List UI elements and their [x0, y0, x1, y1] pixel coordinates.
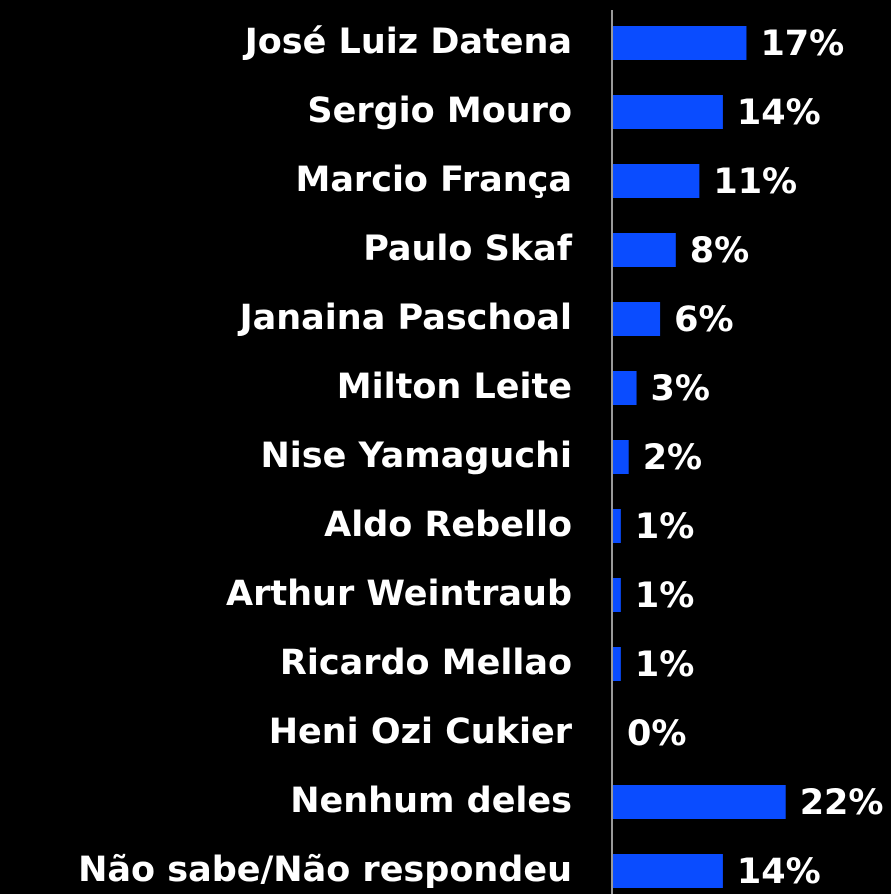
category-label: Marcio França [295, 160, 572, 200]
value-label: 2% [643, 438, 702, 478]
bar [613, 785, 786, 819]
category-label: Heni Ozi Cukier [269, 712, 573, 752]
value-label: 3% [651, 369, 710, 409]
category-label: Paulo Skaf [363, 229, 573, 269]
category-label: José Luiz Datena [243, 22, 572, 62]
bar [613, 578, 621, 612]
category-label: Arthur Weintraub [226, 574, 572, 614]
bar [613, 95, 723, 129]
value-label: 1% [635, 507, 694, 547]
value-label: 14% [737, 93, 821, 133]
value-label: 0% [627, 714, 686, 754]
bar [613, 509, 621, 543]
category-label: Nenhum deles [290, 781, 572, 821]
bar [613, 647, 621, 681]
bar [613, 26, 747, 60]
category-label: Não sabe/Não respondeu [78, 850, 572, 890]
category-label: Ricardo Mellao [280, 643, 572, 683]
bar [613, 854, 723, 888]
value-label: 1% [635, 645, 694, 685]
value-label: 11% [713, 162, 797, 202]
value-label: 14% [737, 852, 821, 892]
bar [613, 164, 700, 198]
bar [613, 302, 661, 336]
bar [613, 371, 637, 405]
value-label: 22% [800, 783, 884, 823]
category-label: Aldo Rebello [324, 505, 572, 545]
category-label: Nise Yamaguchi [260, 436, 572, 476]
bar [613, 233, 676, 267]
value-label: 8% [690, 231, 749, 271]
category-label: Sergio Mouro [307, 91, 572, 131]
category-label: Janaina Paschoal [238, 298, 572, 338]
category-label: Milton Leite [337, 367, 572, 407]
bar [613, 440, 629, 474]
value-label: 6% [674, 300, 733, 340]
value-label: 1% [635, 576, 694, 616]
value-label: 17% [760, 24, 844, 64]
